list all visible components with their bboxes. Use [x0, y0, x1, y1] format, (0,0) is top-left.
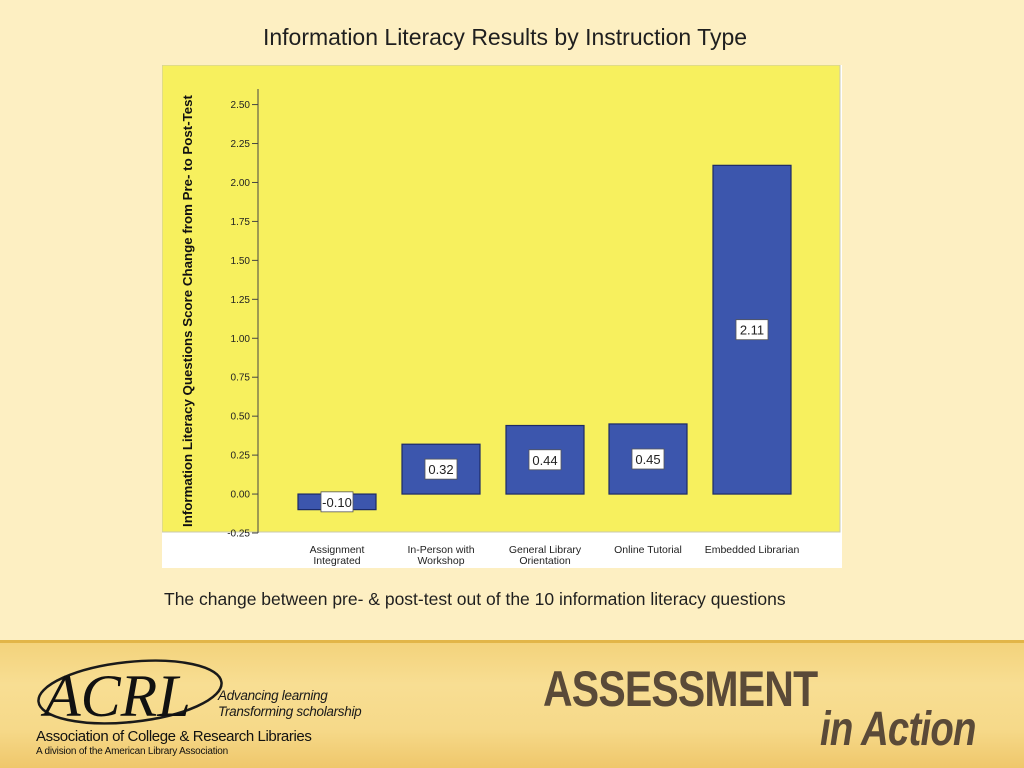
y-tick-label: 1.00: [231, 334, 251, 345]
y-tick-label: 0.00: [231, 490, 251, 501]
data-label: 0.44: [532, 453, 557, 468]
y-tick-label: 1.50: [231, 256, 251, 267]
data-label: 0.32: [428, 462, 453, 477]
footer-banner: ACRL Advancing learning Transforming sch…: [0, 640, 1024, 768]
bar-chart: Information Literacy Questions Score Cha…: [162, 65, 841, 567]
x-category-label: General Library: [509, 544, 582, 556]
acrl-tagline-2: Transforming scholarship: [218, 704, 362, 719]
acrl-org-name: Association of College & Research Librar…: [36, 728, 312, 745]
chart-container: Information Literacy Questions Score Cha…: [162, 65, 842, 568]
acrl-tagline-1: Advancing learning: [218, 688, 328, 703]
y-tick-label: 0.75: [231, 373, 251, 384]
x-category-label: In-Person with: [407, 544, 474, 556]
x-category-label: Integrated: [313, 555, 360, 567]
y-axis-ticks: -0.25 0.00 0.25 0.50 0.75 1.00 1.25 1.50 1.75 2.0…: [227, 100, 258, 540]
x-category-label: Embedded Librarian: [705, 544, 800, 556]
y-tick-label: -0.25: [227, 529, 250, 540]
bars: [297, 164, 792, 511]
y-tick-label: 0.25: [231, 451, 251, 462]
data-label-box: [424, 458, 458, 480]
data-label: 2.11: [740, 323, 764, 338]
data-label-box: [631, 448, 665, 470]
data-label-box: [735, 319, 769, 341]
x-category-label: Orientation: [519, 555, 571, 567]
chart-caption: The change between pre- & post-test out …: [164, 589, 786, 609]
y-tick-label: 2.00: [231, 178, 251, 189]
acrl-division: A division of the American Library Assoc…: [36, 746, 229, 757]
data-label-box: [320, 491, 354, 513]
footer-divider: [0, 640, 1024, 643]
x-category-label: Workshop: [417, 555, 464, 567]
y-tick-label: 0.50: [231, 412, 251, 423]
logo-swoosh: [37, 659, 223, 725]
slide-title: Information Literacy Results by Instruct…: [262, 24, 748, 50]
in-action-wordmark: in Action: [820, 703, 976, 756]
assessment-wordmark: ASSESSMENT: [543, 661, 818, 717]
x-category-label: Assignment: [310, 544, 365, 556]
data-label-box: [528, 449, 562, 471]
y-axis-label: Information Literacy Questions Score Cha…: [180, 94, 195, 527]
data-labels: -0.10 0.32 0.44 0.45 2.11: [320, 319, 769, 513]
acrl-logo: ACRL: [37, 659, 223, 729]
logo-text: ACRL: [40, 663, 191, 729]
y-tick-label: 1.75: [231, 217, 251, 228]
x-category-label: Online Tutorial: [614, 544, 682, 556]
data-label: 0.45: [635, 452, 660, 467]
y-tick-label: 2.25: [231, 139, 251, 150]
data-label: -0.10: [322, 495, 352, 510]
y-tick-label: 1.25: [231, 295, 251, 306]
y-tick-label: 2.50: [231, 100, 251, 111]
